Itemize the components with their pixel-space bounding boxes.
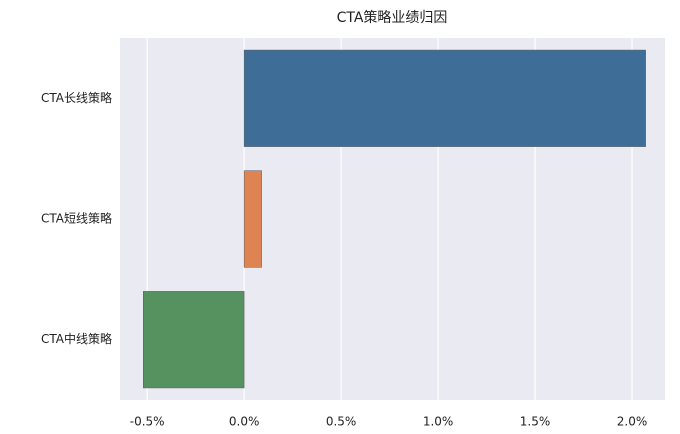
y-tick-label: CTA中线策略 — [41, 331, 112, 346]
x-tick-label: 0.0% — [229, 415, 260, 429]
bar — [243, 170, 262, 268]
chart-title: CTA策略业绩归因 — [337, 9, 448, 26]
bar — [143, 291, 245, 389]
y-tick-label: CTA短线策略 — [41, 211, 112, 226]
y-tick-label: CTA长线策略 — [41, 90, 112, 105]
x-tick-label: 2.0% — [617, 415, 648, 429]
x-tick-label: 1.5% — [520, 415, 551, 429]
bar — [243, 49, 646, 147]
x-tick-label: 1.0% — [423, 415, 454, 429]
x-tick-label: -0.5% — [130, 415, 165, 429]
x-tick-label: 0.5% — [326, 415, 357, 429]
